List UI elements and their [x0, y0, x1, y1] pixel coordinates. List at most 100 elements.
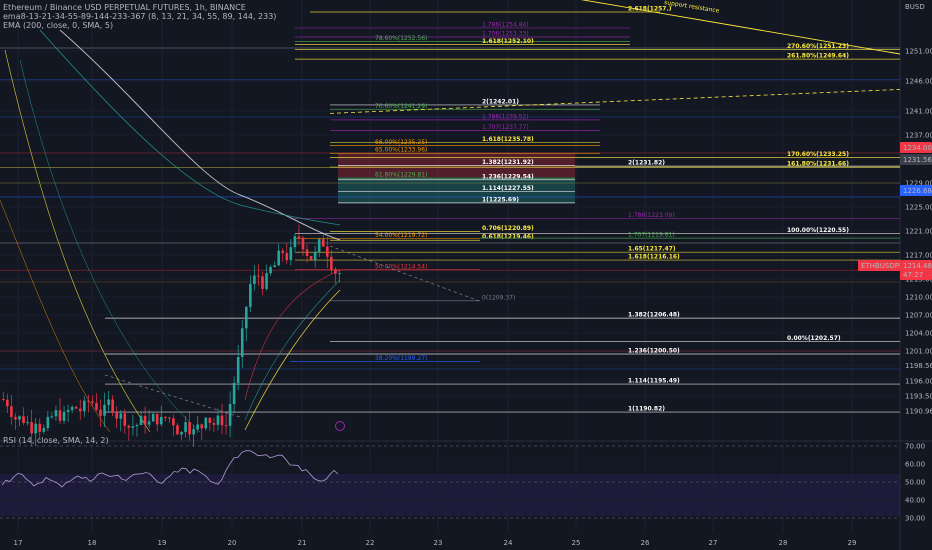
candle-body[interactable] [285, 253, 289, 261]
candle-body[interactable] [204, 417, 208, 429]
candle-body[interactable] [313, 252, 317, 261]
candle-body[interactable] [216, 415, 220, 425]
candle-body[interactable] [261, 276, 264, 289]
candle-body[interactable] [192, 429, 195, 435]
candle-body[interactable] [14, 416, 17, 420]
candle-body[interactable] [172, 418, 175, 426]
candle-body[interactable] [26, 422, 29, 424]
candle-body[interactable] [236, 356, 240, 383]
moving-average-line[interactable] [59, 29, 341, 241]
moving-average-line[interactable] [244, 289, 341, 431]
candle-body[interactable] [257, 275, 260, 277]
candle-body[interactable] [103, 404, 106, 416]
moving-average-line[interactable] [244, 269, 341, 401]
candle-body[interactable] [91, 401, 94, 403]
candle-body[interactable] [228, 404, 232, 426]
candle-body[interactable] [265, 273, 268, 289]
candle-body[interactable] [95, 402, 98, 410]
candle-body[interactable] [289, 247, 293, 261]
candle-body[interactable] [62, 412, 66, 421]
candle-body[interactable] [70, 406, 74, 411]
candle-body[interactable] [83, 400, 86, 412]
moving-average-line[interactable] [39, 29, 341, 226]
moving-average-line[interactable] [19, 59, 201, 433]
candle-body[interactable] [147, 421, 151, 425]
candle-body[interactable] [107, 399, 110, 405]
candle-body[interactable] [240, 328, 244, 357]
candle-body[interactable] [305, 249, 309, 256]
candle-body[interactable] [18, 416, 21, 420]
candle-body[interactable] [212, 422, 216, 425]
moving-average-line[interactable] [0, 199, 111, 433]
rsi-line[interactable] [1, 450, 339, 488]
candle-body[interactable] [78, 408, 82, 412]
moving-average-line[interactable] [244, 279, 341, 421]
candle-body[interactable] [334, 270, 337, 274]
candle-body[interactable] [38, 423, 42, 432]
candle-body[interactable] [151, 413, 155, 422]
candle-body[interactable] [164, 416, 167, 418]
ema200-indicator-label[interactable]: EMA (200, close, 0, SMA, 5) [3, 21, 114, 30]
candle-body[interactable] [50, 416, 54, 418]
candle-body[interactable] [208, 417, 212, 423]
candle-body[interactable] [253, 275, 256, 284]
candle-body[interactable] [293, 236, 297, 248]
candle-body[interactable] [200, 424, 204, 429]
candle-body[interactable] [326, 246, 329, 257]
candle-body[interactable] [2, 399, 5, 400]
candle-body[interactable] [317, 239, 321, 253]
candle-body[interactable] [34, 423, 37, 434]
candle-body[interactable] [184, 422, 187, 432]
candle-body[interactable] [111, 399, 114, 412]
candle-body[interactable] [115, 411, 118, 419]
candle-body[interactable] [249, 283, 252, 307]
candle-body[interactable] [269, 267, 272, 274]
candle-body[interactable] [30, 422, 33, 434]
candle-body[interactable] [281, 250, 285, 254]
candle-body[interactable] [297, 236, 301, 238]
candle-body[interactable] [143, 415, 147, 425]
candle-body[interactable] [180, 431, 183, 435]
event-marker-icon[interactable] [335, 421, 345, 431]
candle-body[interactable] [321, 239, 325, 247]
candle-body[interactable] [330, 256, 333, 271]
candle-body[interactable] [66, 410, 70, 413]
candle-body[interactable] [309, 255, 313, 261]
candle-body[interactable] [168, 417, 171, 419]
candle-body[interactable] [232, 382, 236, 405]
candle-body[interactable] [10, 406, 13, 417]
candle-body[interactable] [155, 413, 159, 425]
candle-body[interactable] [273, 265, 276, 268]
candle-body[interactable] [87, 400, 90, 402]
candle-body[interactable] [159, 416, 163, 425]
candle-body[interactable] [135, 424, 139, 427]
candle-body[interactable] [46, 416, 50, 429]
projection-line[interactable] [329, 245, 481, 302]
candle-body[interactable] [338, 273, 341, 275]
candle-body[interactable] [119, 413, 123, 419]
moving-average-line[interactable] [4, 49, 151, 433]
candle-body[interactable] [58, 410, 62, 421]
candle-body[interactable] [54, 410, 58, 417]
candle-body[interactable] [220, 415, 224, 426]
rsi-indicator-label[interactable]: RSI (14, close, SMA, 14, 2) [3, 436, 109, 445]
candle-body[interactable] [196, 424, 199, 430]
support-resistance-trendline[interactable] [560, 0, 901, 55]
candle-body[interactable] [277, 250, 280, 266]
candle-body[interactable] [123, 413, 127, 426]
candle-body[interactable] [224, 425, 228, 427]
candle-body[interactable] [6, 399, 9, 407]
candle-body[interactable] [42, 428, 46, 432]
candle-body[interactable] [131, 426, 135, 428]
candle-body[interactable] [22, 416, 25, 424]
candle-body[interactable] [188, 422, 191, 435]
candle-body[interactable] [127, 425, 131, 428]
buy-zone[interactable] [338, 177, 575, 203]
candle-body[interactable] [139, 415, 143, 425]
candle-body[interactable] [99, 409, 102, 416]
candle-body[interactable] [301, 237, 305, 250]
candle-body[interactable] [176, 425, 179, 435]
candle-body[interactable] [245, 306, 248, 329]
ema-indicator-label[interactable]: ema8-13-21-34-55-89-144-233-367 (8, 13, … [3, 12, 277, 21]
